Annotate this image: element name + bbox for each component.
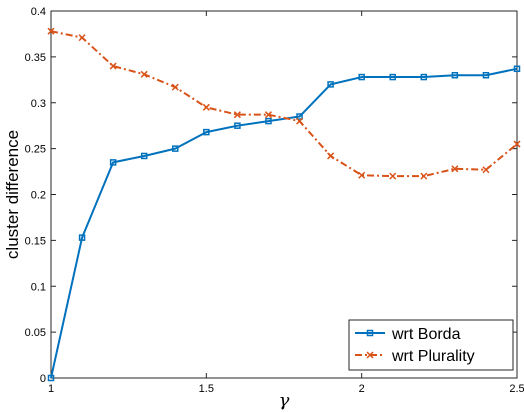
x-axis-label: γ [279, 390, 290, 411]
series-1-point [109, 159, 117, 166]
series-1-point [389, 73, 396, 81]
x-axis-ticks: 1 1.5 2 2.5 [48, 11, 524, 395]
y-tick-label: 0.4 [31, 6, 46, 18]
series-1-point [172, 145, 179, 152]
series-1-point [203, 128, 210, 136]
series-1-point [296, 113, 303, 120]
y-tick-label: 0.15 [25, 235, 46, 247]
series-1-point [327, 81, 334, 88]
legend-swatch-marker [366, 329, 374, 337]
series-1-point [47, 374, 55, 382]
legend-swatch-marker [366, 351, 374, 359]
legend-label: wrt Plurality [391, 348, 475, 365]
legend-label: wrt Borda [391, 326, 461, 343]
x-tick-label: 2.5 [509, 383, 524, 395]
y-tick-label: 0.3 [31, 98, 46, 110]
series-2-point [389, 172, 397, 180]
y-tick-label: 0 [40, 373, 46, 385]
x-tick-label: 2 [359, 383, 365, 395]
series-1-point [78, 234, 86, 241]
series-layer [47, 27, 521, 382]
series-1-point [234, 122, 241, 129]
x-tick-label: 1.5 [199, 383, 214, 395]
y-tick-label: 0.1 [31, 281, 46, 293]
series-2-point [264, 111, 272, 119]
y-tick-label: 0.25 [25, 144, 46, 156]
series-2-point [327, 152, 335, 160]
series-2-point [109, 62, 117, 70]
series-2-point [78, 34, 86, 42]
series-line-2 [50, 30, 518, 178]
series-1-point [451, 71, 459, 79]
y-tick-label: 0.05 [25, 327, 46, 339]
series-1-point [358, 73, 365, 81]
legend-box [348, 319, 514, 371]
y-tick-label: 0.2 [31, 190, 46, 202]
series-2-point [47, 27, 55, 35]
series-2-point [358, 171, 366, 179]
legend: wrt Borda wrt Plurality [348, 319, 514, 371]
x-tick-label: 1 [48, 383, 54, 395]
series-2-point [233, 111, 241, 119]
series-1-point [420, 73, 428, 81]
series-1-point [513, 65, 521, 73]
series-1-point [265, 117, 272, 125]
y-tick-label: 0.35 [25, 52, 46, 64]
series-1-point [482, 71, 490, 79]
series-2-point [482, 166, 490, 174]
plot-area [50, 10, 518, 379]
series-2-point [451, 165, 459, 173]
series-2-point [202, 103, 210, 111]
y-axis-label: cluster difference [3, 130, 22, 259]
y-axis-ticks: 0 0.05 0.1 0.15 0.2 0.25 0.3 0.35 0.4 [25, 6, 517, 385]
series-2-point [140, 70, 148, 78]
series-2-point [420, 172, 428, 180]
series-2-point [513, 140, 521, 148]
series-2-point [171, 83, 179, 91]
series-1-point [140, 152, 148, 160]
series-2-point [296, 117, 304, 125]
